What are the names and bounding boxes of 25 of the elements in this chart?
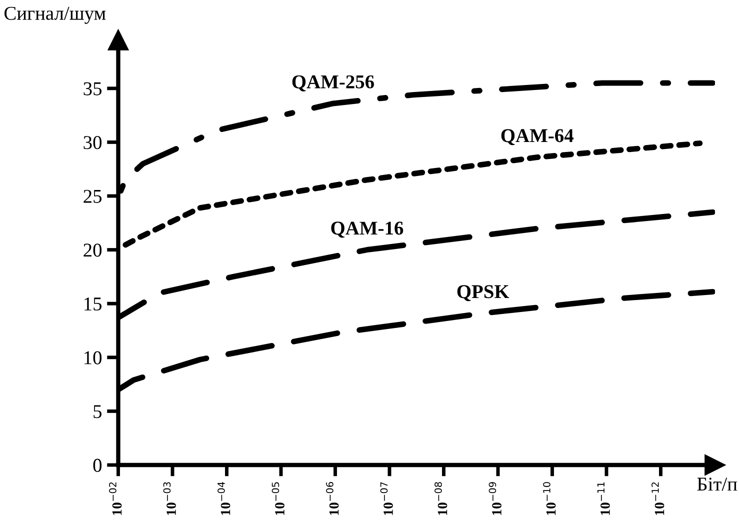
x-axis-title: Біт/п [697, 478, 738, 491]
x-tick-label: 10$^{−09}$ [488, 482, 502, 515]
y-tick-label: 35 [84, 82, 102, 96]
series-label: QAM-64 [501, 129, 574, 146]
x-tick-label: 10$^{−10}$ [543, 482, 556, 515]
y-axis-title: Сигнал/шум [4, 6, 106, 24]
y-tick-label: 20 [84, 244, 102, 257]
series-label: QAM-16 [331, 222, 404, 238]
y-tick-label: 0 [93, 458, 102, 472]
x-tick-label: 10$^{−11}$ [597, 482, 610, 515]
x-tick-label: 10$^{−06}$ [326, 482, 339, 515]
x-tick-label: 10$^{−04}$ [218, 482, 230, 515]
x-tick-label: 10$^{−12}$ [652, 482, 664, 515]
y-tick-label: 25 [84, 190, 102, 203]
x-tick-label: 10$^{−05}$ [272, 482, 284, 515]
y-tick-label: 15 [84, 298, 102, 311]
x-tick-label: 10$^{−08}$ [434, 482, 448, 515]
x-tick-label: 10$^{−03}$ [163, 482, 176, 515]
series-label: QPSK [457, 285, 510, 302]
x-tick-label: 10$^{−02}$ [109, 482, 122, 515]
x-tick-label: 10$^{−07}$ [380, 482, 393, 515]
y-tick-label: 30 [84, 136, 102, 150]
y-tick-label: 10 [84, 351, 102, 364]
series-label: QAM-256 [292, 75, 374, 92]
y-tick-label: 5 [94, 405, 102, 418]
